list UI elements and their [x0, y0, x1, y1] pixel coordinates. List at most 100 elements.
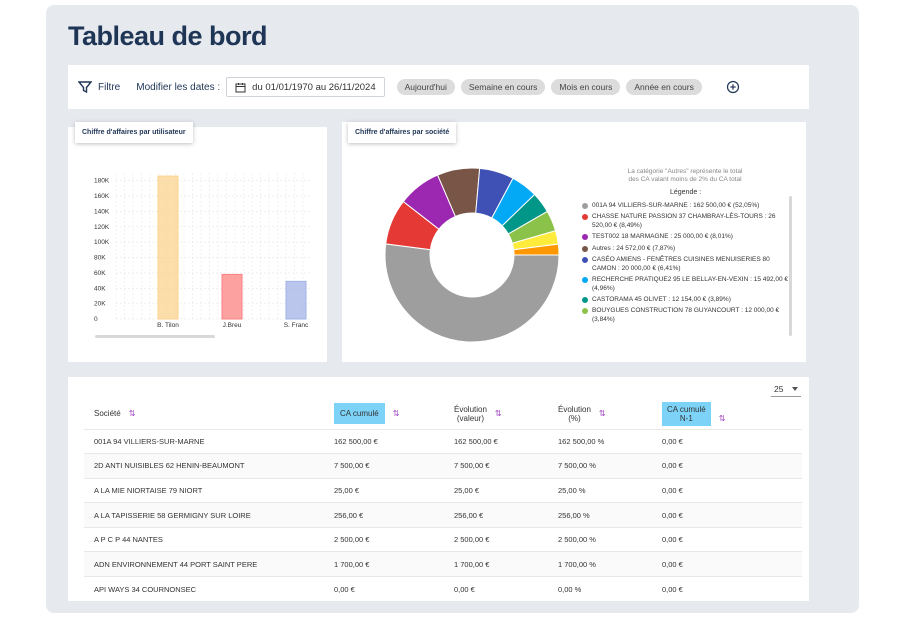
chip-today[interactable]: Aujourd'hui: [396, 79, 455, 95]
legend-color-dot: [582, 234, 588, 241]
page-title: Tableau de bord: [68, 21, 268, 51]
table-cell: 2 500,00 €: [334, 526, 454, 552]
legend-item[interactable]: Autres : 24 572,00 € (7,87%): [582, 245, 794, 253]
page-size-select[interactable]: 25: [771, 381, 801, 397]
legend-color-dot: [582, 214, 588, 221]
table-cell: 001A 94 VILLIERS-SUR-MARNE: [84, 428, 334, 454]
sort-icon[interactable]: ⇅: [598, 408, 606, 418]
legend-item[interactable]: TEST002 18 MARMAGNE : 25 000,00 € (8,01%…: [582, 233, 794, 241]
table-row[interactable]: 001A 94 VILLIERS-SUR-MARNE 162 500,00 €16…: [84, 428, 802, 454]
legend-scrollbar[interactable]: [789, 196, 792, 336]
col-evolution-pct-label: Évolution (%): [558, 405, 591, 423]
x-tick-label: B. Tilon: [157, 322, 179, 329]
legend-label: CASÉO AMIENS - FENÊTRES CUISINES MENUISE…: [592, 256, 770, 272]
chip-week[interactable]: Semaine en cours: [460, 79, 546, 95]
bar[interactable]: [285, 280, 307, 320]
legend-label: TEST002 18 MARMAGNE : 25 000,00 € (8,01%…: [592, 233, 733, 241]
legend-item[interactable]: RECHERCHE PRATIQUE2 95 LE BELLAY-EN-VEXI…: [582, 276, 794, 293]
pie-slice[interactable]: [513, 243, 560, 256]
col-evolution-pct-line-1: Évolution: [558, 404, 591, 414]
pie-chart: [384, 167, 560, 343]
legend-item[interactable]: CASTORAMA 45 OLIVET : 12 154,00 € (3,89%…: [582, 296, 794, 304]
legend-item[interactable]: CASÉO AMIENS - FENÊTRES CUISINES MENUISE…: [582, 256, 794, 273]
table-cell: A LA TAPISSERIE 58 GERMIGNY SUR LOIRE: [84, 502, 334, 528]
col-ca-cumule-n1[interactable]: CA cumulé N-1 ⇅: [662, 399, 802, 429]
table-cell: 0,00 €: [662, 502, 802, 528]
col-evolution-valeur[interactable]: Évolution (valeur) ⇅: [454, 399, 558, 429]
y-tick-label: 20K: [94, 301, 106, 308]
table-cell: API WAYS 34 COURNONSEC: [84, 576, 334, 601]
table-row[interactable]: A P C P 44 NANTES 2 500,00 €2 500,00 €2 5…: [84, 526, 802, 552]
col-ca-cumule-n1-line-2: N-1: [679, 413, 693, 423]
y-tick-label: 160K: [94, 193, 110, 200]
table-row[interactable]: A LA TAPISSERIE 58 GERMIGNY SUR LOIRE 256…: [84, 502, 802, 528]
pie-chart-title: Chiffre d'affaires par société: [348, 122, 457, 143]
legend-item[interactable]: BOUYGUES CONSTRUCTION 78 GUYANCOURT : 12…: [582, 307, 794, 324]
bar-chart-title: Chiffre d'affaires par utilisateur: [75, 122, 193, 143]
legend-title: Légende :: [670, 189, 702, 196]
table-cell: 0,00 €: [662, 477, 802, 503]
add-circle-icon[interactable]: [726, 80, 740, 94]
chip-month[interactable]: Mois en cours: [551, 79, 621, 95]
table-cell: 0,00 €: [662, 576, 802, 601]
page-size-value: 25: [774, 383, 784, 394]
table-cell: 0,00 €: [334, 576, 454, 601]
legend-note-line-1: La catégorie "Autres" représente le tota…: [627, 168, 743, 175]
sort-icon[interactable]: ⇅: [128, 409, 136, 419]
chip-year[interactable]: Année en cours: [626, 79, 702, 95]
legend-item[interactable]: CHASSE NATURE PASSION 37 CHAMBRAY-LÈS-TO…: [582, 213, 794, 230]
dates-label: Modifier les dates :: [136, 81, 221, 93]
bar[interactable]: [157, 175, 179, 320]
col-ca-cumule[interactable]: CA cumulé ⇅: [334, 399, 454, 429]
legend-color-dot: [582, 296, 588, 303]
legend-color-dot: [582, 277, 588, 284]
table-cell: 162 500,00 €: [454, 428, 558, 454]
date-range-field[interactable]: du 01/01/1970 au 26/11/2024: [226, 77, 385, 97]
legend-label: CHASSE NATURE PASSION 37 CHAMBRAY-LÈS-TO…: [592, 213, 776, 229]
table-cell: 1 700,00 €: [334, 551, 454, 577]
table-row[interactable]: API WAYS 34 COURNONSEC 0,00 €0,00 €0,00 %…: [84, 576, 802, 601]
table-cell: 2D ANTI NUISIBLES 62 HENIN-BEAUMONT: [84, 453, 334, 479]
chart-scrollbar[interactable]: [95, 335, 215, 338]
x-tick-label: J.Breu: [223, 322, 242, 329]
table-row[interactable]: A LA MIE NIORTAISE 79 NIORT 25,00 €25,00 …: [84, 477, 802, 503]
legend-color-dot: [582, 245, 588, 252]
table-cell: 0,00 %: [558, 576, 662, 601]
col-societe-label: Société: [94, 409, 121, 419]
table-cell: 256,00 €: [454, 502, 558, 528]
filter-icon[interactable]: [78, 80, 92, 94]
pie-chart-card: Chiffre d'affaires par société La catégo…: [342, 122, 806, 362]
table-cell: 25,00 €: [454, 477, 558, 503]
filter-button[interactable]: Filtre: [98, 81, 121, 93]
pie-slice[interactable]: [384, 243, 560, 343]
dashboard-frame: Tableau de bord Filtre Modifier les date…: [46, 5, 859, 613]
table-cell: 2 500,00 %: [558, 526, 662, 552]
table-header-row: Société ⇅ CA cumulé ⇅ Évolution (valeur)⇅ É…: [84, 399, 802, 429]
col-ca-cumule-n1-line-1: CA cumulé: [667, 404, 706, 414]
y-tick-label: 60K: [94, 270, 106, 277]
sort-icon[interactable]: ⇅: [718, 413, 726, 423]
col-evolution-pct[interactable]: Évolution (%) ⇅: [558, 399, 662, 429]
col-ca-cumule-label: CA cumulé: [334, 403, 385, 425]
table-row[interactable]: ADN ENVIRONNEMENT 44 PORT SAINT PERE 1 70…: [84, 551, 802, 577]
table-cell: 0,00 €: [662, 428, 802, 454]
sort-icon[interactable]: ⇅: [494, 408, 502, 418]
col-societe[interactable]: Société ⇅: [84, 399, 334, 429]
table-cell: 0,00 €: [454, 576, 558, 601]
y-tick-label: 80K: [94, 255, 106, 262]
table-row[interactable]: 2D ANTI NUISIBLES 62 HENIN-BEAUMONT 7 500…: [84, 453, 802, 479]
y-tick-label: 180K: [94, 178, 110, 185]
bar[interactable]: [221, 273, 243, 320]
table-cell: A LA MIE NIORTAISE 79 NIORT: [84, 477, 334, 503]
bar-chart: 0 20K 40K 60K 80K 100K 120K 140K 160K 180K B. Tilo…: [94, 173, 311, 338]
legend-label: BOUYGUES CONSTRUCTION 78 GUYANCOURT : 12…: [592, 307, 780, 323]
table-cell: 0,00 €: [662, 551, 802, 577]
sort-icon[interactable]: ⇅: [392, 409, 400, 419]
bar-chart-card: 0 20K 40K 60K 80K 100K 120K 140K 160K 180K B. Tilo…: [68, 122, 327, 362]
col-evolution-valeur-line-1: Évolution: [454, 404, 487, 414]
legend-item[interactable]: 001A 94 VILLIERS-SUR-MARNE : 162 500,00 …: [582, 202, 794, 210]
x-tick-label: S. Franc: [284, 322, 309, 329]
y-tick-label: 40K: [94, 285, 106, 292]
filter-bar: Filtre Modifier les dates : du 01/01/197…: [68, 65, 809, 109]
legend-color-dot: [582, 257, 588, 264]
